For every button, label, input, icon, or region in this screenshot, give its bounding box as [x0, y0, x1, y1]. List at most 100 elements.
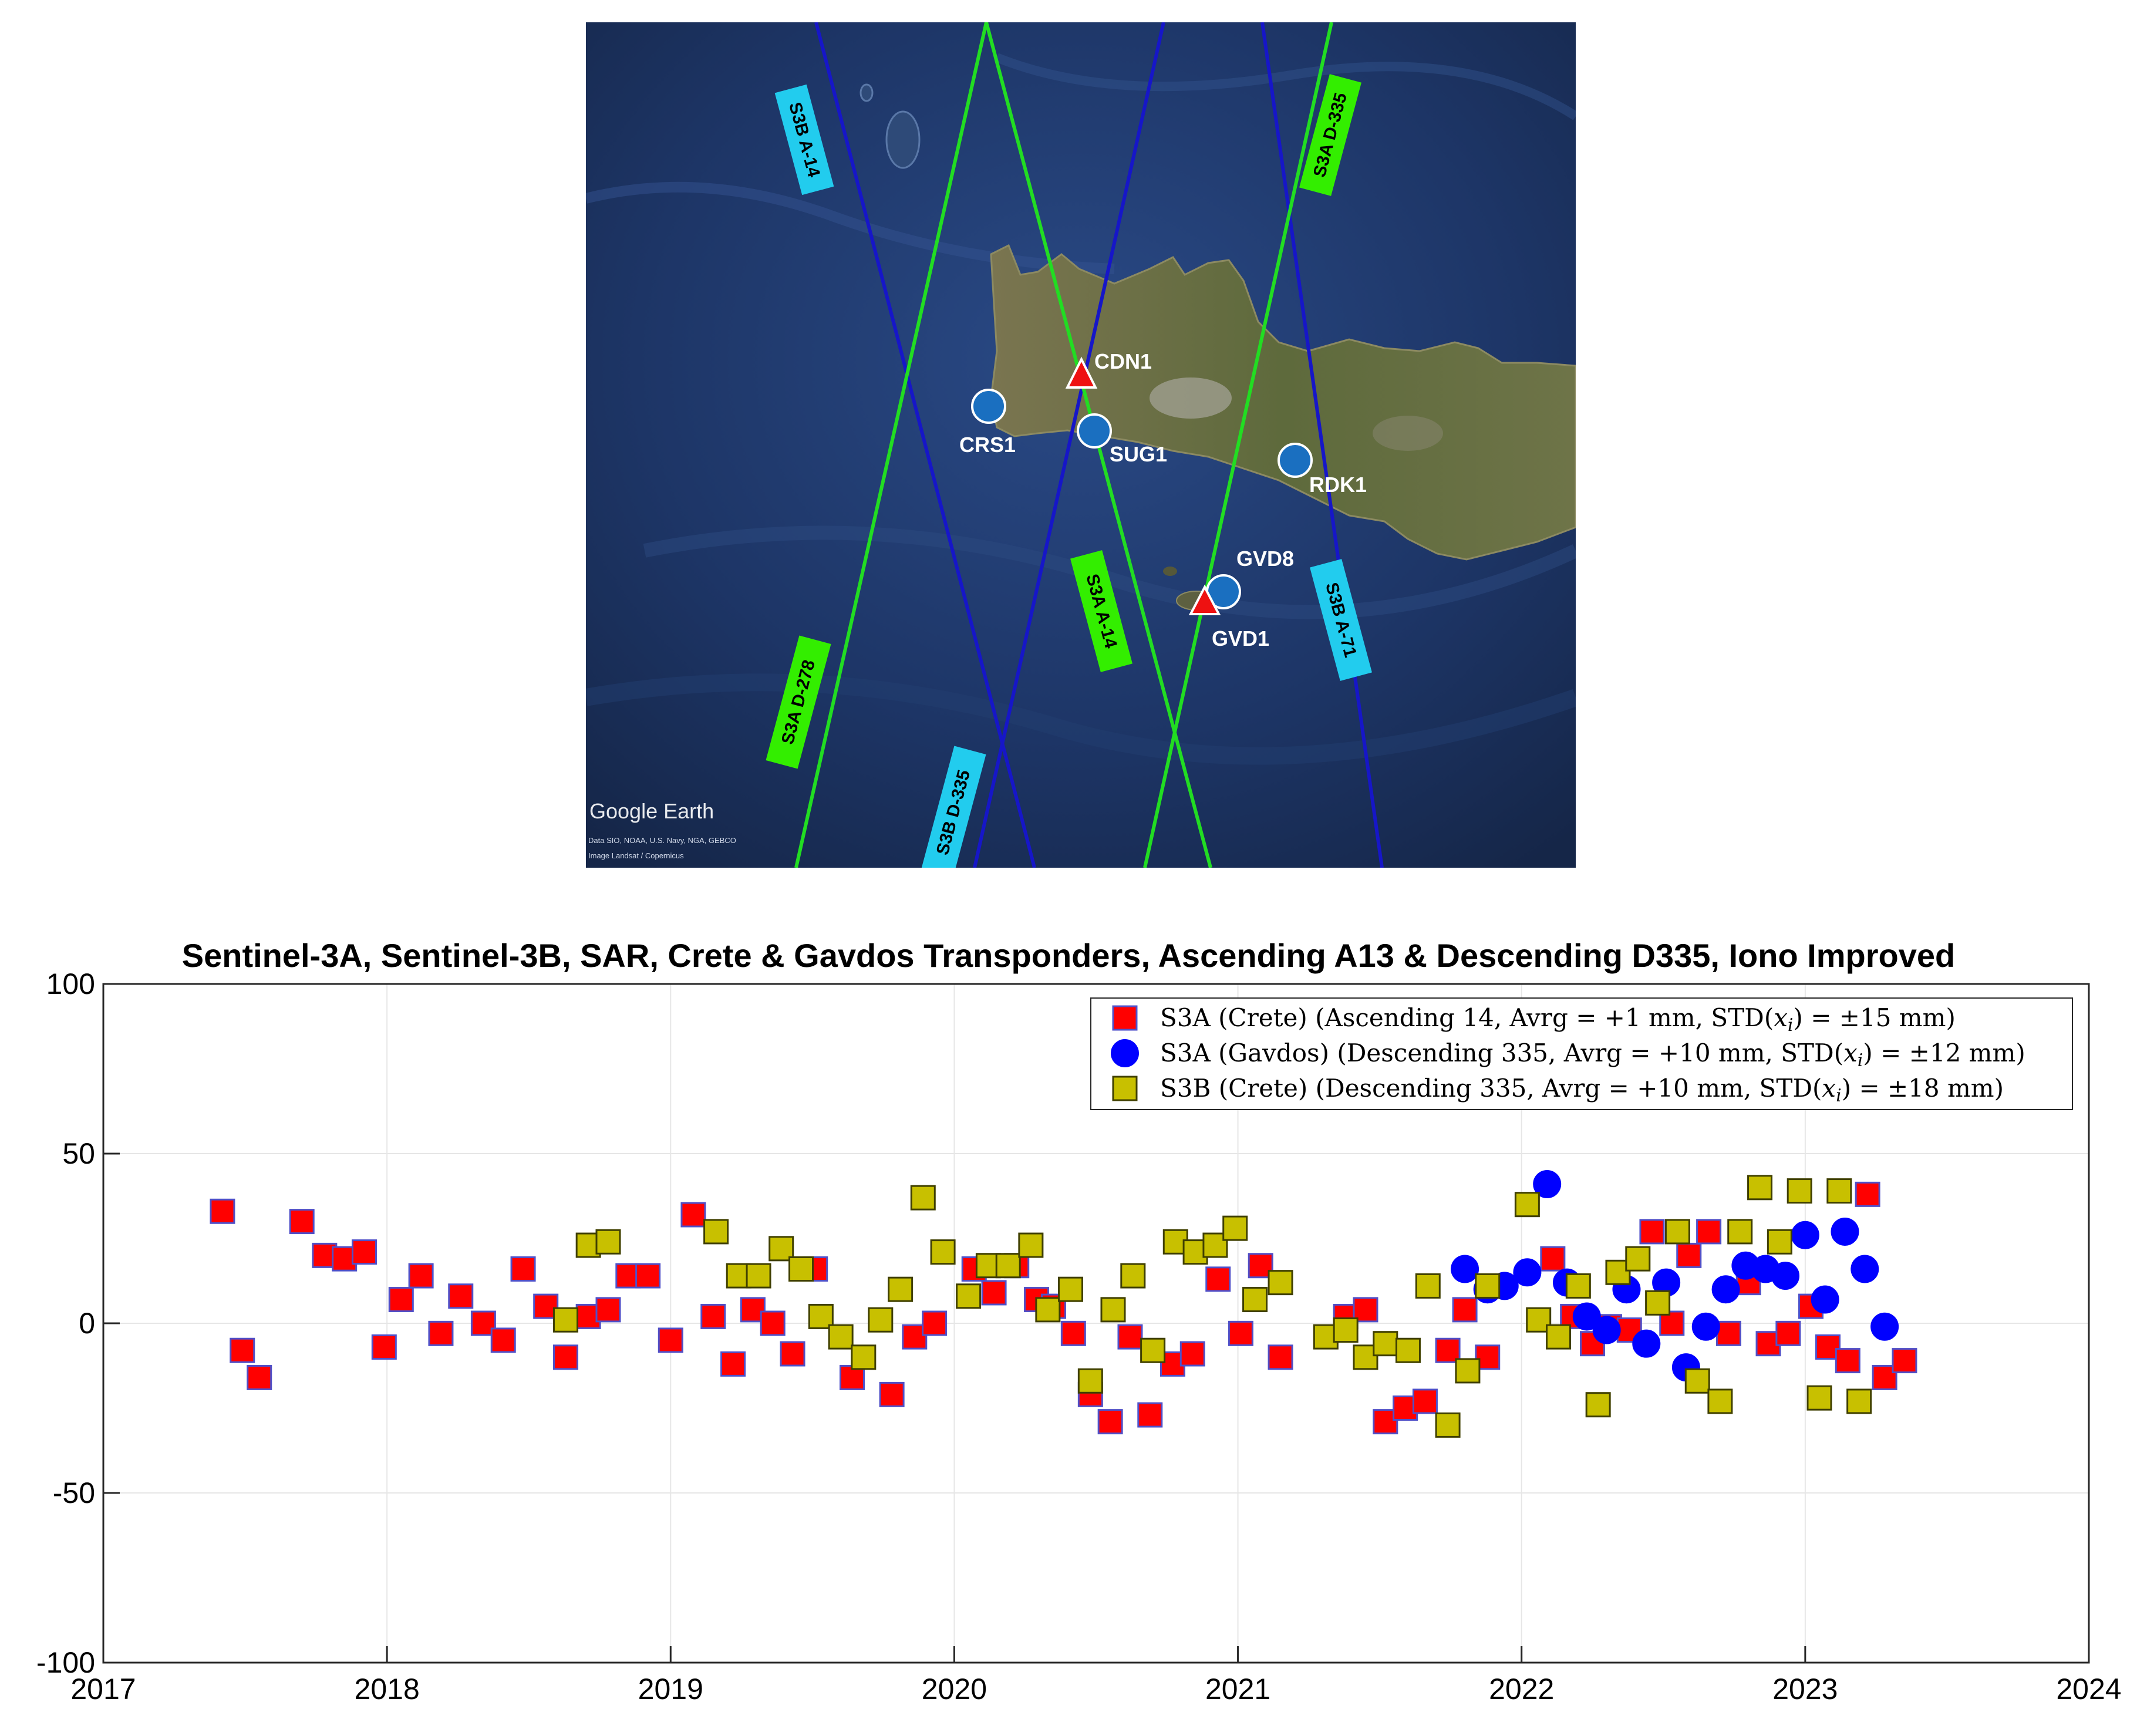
data-point-square	[868, 1307, 894, 1333]
data-point-circle	[1632, 1329, 1661, 1358]
data-point-square	[1120, 1263, 1146, 1289]
data-point-square	[210, 1198, 235, 1224]
x-tick-label: 2018	[355, 1673, 420, 1705]
data-point-square	[851, 1344, 877, 1370]
transponder-label-gvd1: GVD1	[1212, 626, 1269, 650]
data-point-square	[703, 1219, 729, 1245]
legend-marker	[1112, 1005, 1138, 1031]
seafloor-ridge	[643, 525, 1576, 619]
data-point-square	[780, 1341, 805, 1367]
mountain-area	[1150, 377, 1232, 419]
map-panel: S3B A-14 S3A D-335 S3A A-14 S3B A-71 S3A…	[586, 22, 1576, 868]
data-point-square	[680, 1202, 706, 1228]
data-point-square	[371, 1334, 397, 1360]
gavdopoula-islet	[1163, 567, 1177, 576]
y-tick-label: 100	[46, 968, 95, 1000]
data-point-square	[247, 1364, 272, 1390]
legend: S3A (Crete) (Ascending 14, Avrg = +1 mm,…	[1090, 997, 2073, 1110]
y-tick-label: -50	[53, 1477, 95, 1509]
data-point-square	[1475, 1273, 1501, 1299]
data-point-square	[1455, 1358, 1481, 1384]
data-point-square	[1835, 1348, 1860, 1374]
station-marker-sug1[interactable]	[1077, 413, 1112, 449]
data-point-square	[1676, 1242, 1702, 1268]
data-point-square	[1373, 1331, 1398, 1357]
data-point-square	[700, 1303, 726, 1329]
x-tick-label: 2017	[70, 1673, 136, 1705]
data-point-square	[956, 1283, 982, 1309]
transponder-marker-gvd1[interactable]	[1188, 584, 1221, 615]
data-point-square	[995, 1253, 1021, 1279]
data-point-square	[1222, 1215, 1248, 1241]
data-point-square	[1846, 1388, 1872, 1414]
legend-box	[1090, 997, 2073, 1110]
data-point-circle	[1711, 1275, 1740, 1304]
data-point-square	[1140, 1337, 1166, 1363]
data-point-square	[1639, 1219, 1665, 1245]
data-point-square	[1514, 1192, 1540, 1218]
data-point-circle	[1513, 1258, 1542, 1287]
x-tick-label: 2019	[638, 1673, 703, 1705]
data-point-square	[1747, 1175, 1773, 1201]
data-point-square	[658, 1327, 683, 1353]
data-point-square	[1415, 1273, 1441, 1299]
data-point-circle	[1870, 1312, 1899, 1341]
data-point-circle	[1811, 1285, 1839, 1314]
data-point-square	[1767, 1229, 1792, 1255]
data-points	[210, 1170, 1917, 1438]
seafloor-ridge	[586, 673, 1576, 765]
data-point-square	[1035, 1297, 1061, 1323]
map-attribution: Image Landsat / Copernicus	[588, 851, 684, 860]
data-point-square	[490, 1327, 516, 1353]
data-point-circle	[1851, 1255, 1879, 1283]
data-point-circle	[1592, 1316, 1621, 1344]
data-point-square	[720, 1351, 746, 1377]
data-point-square	[1205, 1266, 1231, 1292]
data-point-square	[1333, 1317, 1359, 1343]
data-point-square	[1248, 1253, 1273, 1279]
data-point-square	[1058, 1276, 1084, 1302]
data-point-square	[351, 1239, 377, 1265]
data-point-square	[1715, 1320, 1741, 1346]
x-tick-label: 2021	[1205, 1673, 1270, 1705]
data-point-square	[1684, 1368, 1710, 1394]
data-point-square	[553, 1344, 579, 1370]
data-point-square	[1097, 1409, 1123, 1435]
station-label-crs1: CRS1	[959, 433, 1016, 457]
station-marker-rdk1[interactable]	[1278, 443, 1313, 478]
data-point-square	[1565, 1273, 1591, 1299]
data-point-square	[981, 1280, 1007, 1306]
data-point-circle	[1771, 1262, 1800, 1290]
small-islet	[859, 83, 874, 102]
data-point-square	[1117, 1324, 1143, 1350]
x-tick-label: 2020	[922, 1673, 987, 1705]
data-point-square	[1100, 1297, 1126, 1323]
small-islet	[885, 110, 921, 169]
x-tick-label: 2022	[1489, 1673, 1554, 1705]
data-point-square	[230, 1337, 255, 1363]
data-point-square	[1373, 1409, 1398, 1435]
series-2	[553, 1175, 1872, 1438]
track-line-s3a-d278	[794, 22, 988, 868]
data-point-square	[1137, 1402, 1163, 1428]
track-line-s3a-d335	[1143, 22, 1333, 868]
data-point-square	[760, 1310, 786, 1336]
data-point-square	[1855, 1181, 1880, 1207]
data-point-square	[289, 1209, 315, 1235]
data-point-square	[1664, 1219, 1690, 1245]
data-point-square	[635, 1263, 661, 1289]
track-line-s3b-a14	[814, 22, 1036, 868]
legend-marker	[1112, 1076, 1138, 1101]
station-label-gvd8: GVD8	[1236, 547, 1294, 571]
data-point-circle	[1451, 1255, 1479, 1283]
data-point-square	[1077, 1368, 1103, 1394]
station-marker-crs1[interactable]	[971, 389, 1006, 424]
data-point-circle	[1831, 1217, 1859, 1246]
data-point-square	[595, 1297, 621, 1323]
transponder-marker-cdn1[interactable]	[1065, 356, 1098, 389]
legend-entry-label: S3A (Crete) (Ascending 14, Avrg = +1 mm,…	[1160, 1003, 1956, 1036]
data-point-square	[388, 1287, 414, 1313]
data-point-square	[1727, 1219, 1753, 1245]
track-line-s3b-a71	[1260, 22, 1384, 868]
data-point-square	[510, 1256, 536, 1282]
